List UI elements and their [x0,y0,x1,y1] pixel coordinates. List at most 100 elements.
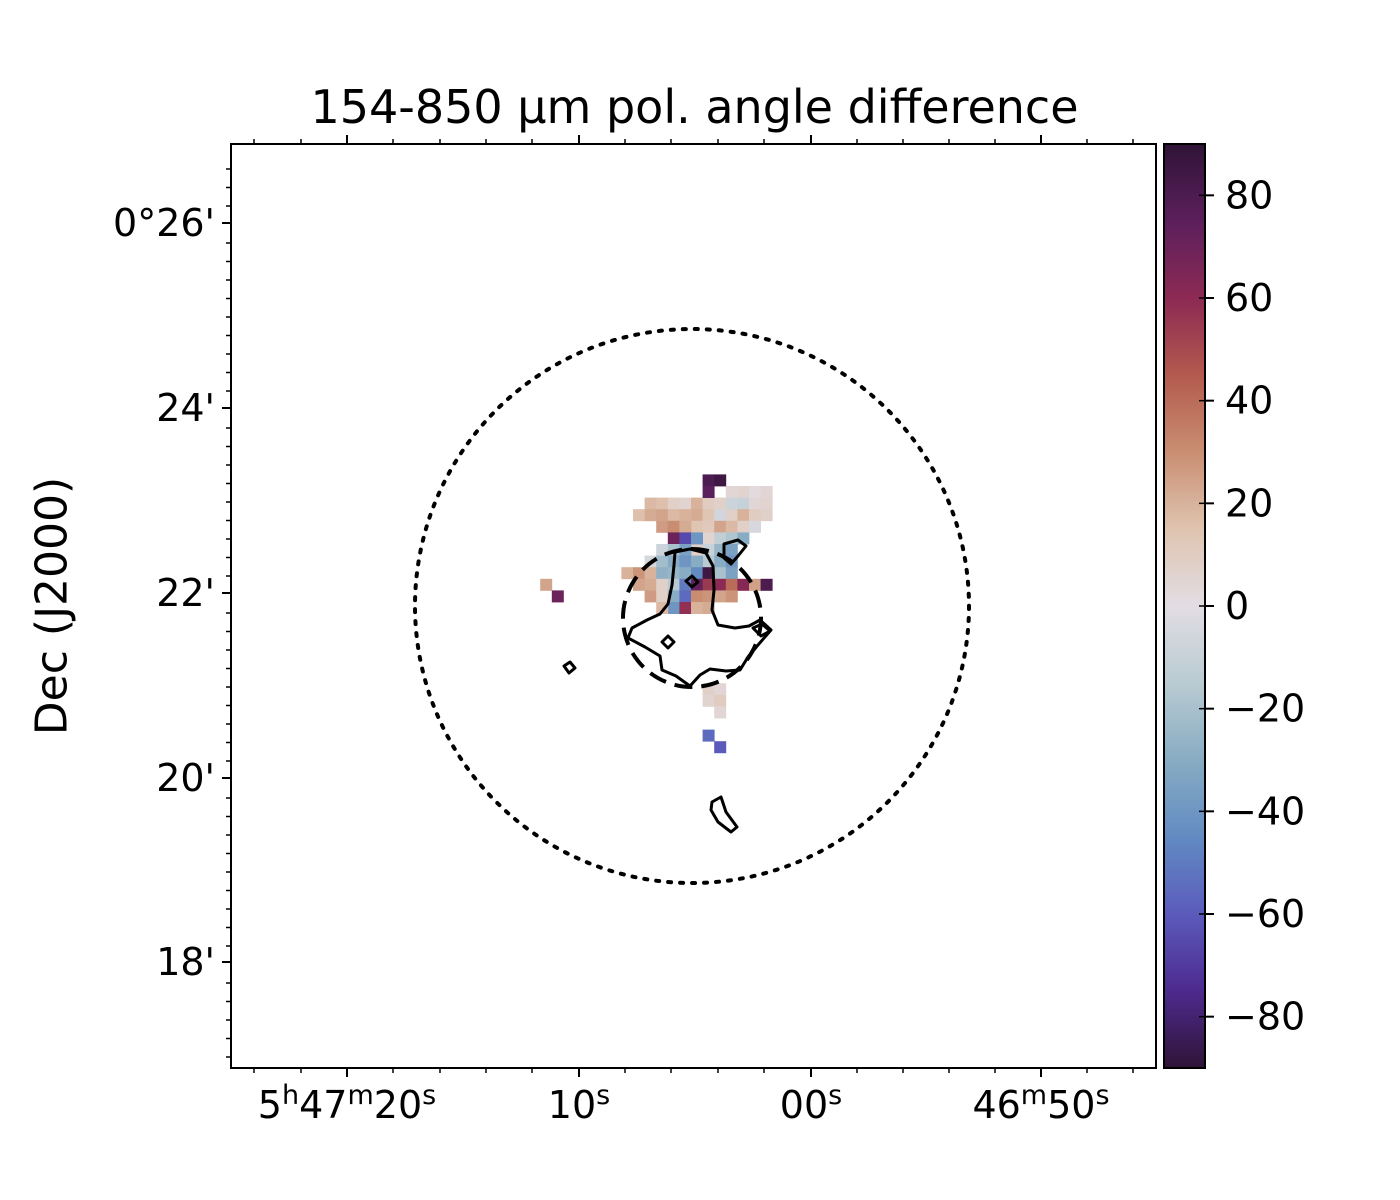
heatmap-pixel [737,497,750,510]
heatmap-pixel [737,578,750,591]
heatmap-pixel [551,590,564,603]
heatmap-pixel [737,520,750,533]
axes: 5h47m20s 10s 00s 46m50s 0°26' 24' 22' 20' 18' [113,135,1157,1127]
contour [626,547,773,688]
colorbar-tick-label: −60 [1225,892,1305,936]
heatmap-pixel [725,590,738,603]
heatmap-pixel [679,497,692,510]
heatmap-pixel [749,520,761,533]
heatmap-pixel [679,520,692,533]
heatmap-pixel [737,509,750,522]
x-tick-label: 10s [548,1080,610,1127]
heatmap-pixel [644,509,657,522]
heatmap-pixel [656,567,669,580]
heatmap-pixel [621,567,634,580]
heatmap-pixel [667,532,680,545]
heatmap-pixel [749,497,761,510]
heatmap-pixel [714,694,727,707]
colorbar-tick-label: 80 [1225,173,1273,217]
heatmap-pixel [714,706,727,719]
heatmap-pixels [540,474,773,754]
contour [562,660,577,675]
heatmap-pixel [714,567,727,580]
heatmap-pixel [667,602,680,614]
colorbar-tick-label: 20 [1225,481,1273,525]
heatmap-pixel [714,532,727,545]
heatmap-pixel [702,497,715,510]
heatmap-pixel [702,474,715,487]
plot-frame [230,143,1157,1069]
y-tick-label: 24' [156,386,215,430]
contour [722,538,748,566]
heatmap-pixel [702,567,715,580]
heatmap-pixel [679,590,692,603]
y-tick-label: 20' [156,756,215,800]
heatmap-pixel [691,578,703,591]
heatmap-pixel [714,497,727,510]
heatmap-pixel [633,578,645,591]
colorbar-tick-label: −40 [1225,789,1305,833]
heatmap-pixel [725,497,738,510]
heatmap-pixel [667,520,680,533]
overlays [413,327,971,885]
heatmap-pixel [644,590,657,603]
heatmap-pixel [702,532,715,545]
heatmap-pixel [702,694,715,707]
heatmap-pixel [702,578,715,591]
colorbar-tick-label: 40 [1225,379,1273,423]
heatmap-pixel [667,509,680,522]
contour [684,574,700,589]
colorbar-tick-label: 60 [1225,276,1273,320]
heatmap-pixel [691,555,703,568]
y-tick-label: 22' [156,571,215,615]
colorbar-tick-label: 0 [1225,584,1249,628]
heatmap-pixel [749,509,761,522]
heatmap-pixel [691,532,703,545]
heatmap-pixel [714,741,727,754]
heatmap-pixel [760,486,773,498]
heatmap-pixel [656,520,669,533]
heatmap-pixel [725,567,738,580]
dotted-circle [413,327,971,885]
heatmap-pixel [702,509,715,522]
chart-title: 154-850 μm pol. angle difference [310,80,1079,134]
heatmap-pixel [656,578,669,591]
heatmap-pixel [633,509,645,522]
heatmap-pixel [656,602,669,614]
colorbar-gradient [1163,143,1206,1069]
heatmap-pixel [691,520,703,533]
heatmap-pixel [644,578,657,591]
colorbar: 80 60 40 20 0 −20 −40 −60 −80 [1163,143,1305,1069]
heatmap-pixel [714,590,727,603]
colorbar-tick-label: −80 [1225,995,1305,1039]
heatmap-pixel [725,544,738,556]
heatmap-pixel [760,497,773,510]
y-tick-label: 0°26' [113,201,215,245]
heatmap-pixel [760,509,773,522]
x-tick-label: 46m50s [972,1080,1109,1127]
heatmap-pixel [714,520,727,533]
heatmap-pixel [679,567,692,580]
contour [660,634,676,650]
heatmap-pixel [749,486,761,498]
contour [709,795,739,834]
heatmap-pixel [737,486,750,498]
heatmap-pixel [760,578,773,591]
heatmap-pixel [644,497,657,510]
heatmap-pixel [714,578,727,591]
heatmap-pixel [656,590,669,603]
colorbar-tick-label: −20 [1225,687,1305,731]
heatmap-pixel [691,602,703,614]
heatmap-pixel [667,497,680,510]
x-tick-label: 00s [780,1080,842,1127]
heatmap-pixel [691,590,703,603]
heatmap-pixel [540,578,553,591]
heatmap-pixel [656,555,669,568]
heatmap-pixel [679,509,692,522]
heatmap-pixel [656,509,669,522]
heatmap-pixel [702,520,715,533]
heatmap-pixel [644,567,657,580]
heatmap-pixel [725,578,738,591]
